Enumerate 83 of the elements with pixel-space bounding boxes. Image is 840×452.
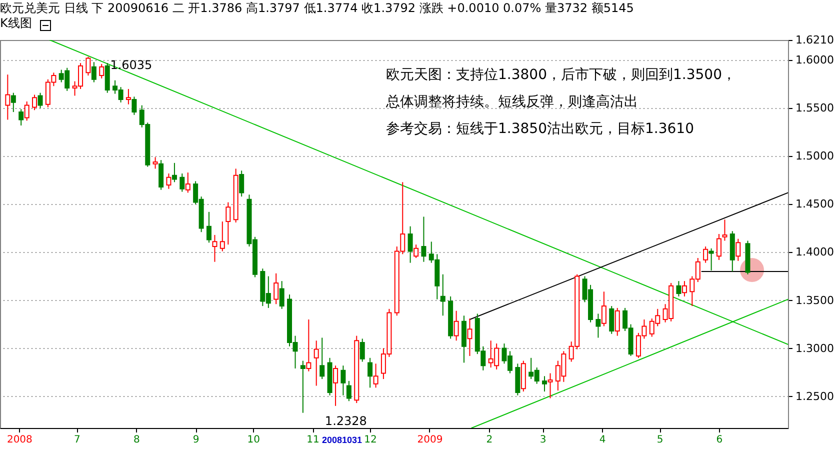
- candlestick: [676, 280, 682, 297]
- candlestick: [279, 280, 284, 310]
- candlestick: [166, 172, 172, 190]
- x-tick-label: 5: [656, 434, 664, 446]
- candlestick: [440, 274, 446, 316]
- y-tick-label: 1.4500: [796, 198, 834, 211]
- candlestick: [454, 310, 459, 342]
- candlestick: [91, 62, 96, 83]
- y-tick-label: 1.4000: [796, 246, 834, 259]
- candlestick: [373, 363, 378, 388]
- text: 20081031: [322, 435, 362, 445]
- candlestick: [99, 64, 104, 79]
- annotation: 总体调整将持续。短线反弹，则逢高沽出: [385, 94, 638, 110]
- chart-subtitle: K线图: [0, 16, 32, 30]
- annotation: 参考交易：短线于1.3850沽出欧元，目标1.3610: [386, 121, 694, 137]
- x-tick-label: 4: [599, 434, 606, 446]
- annotation: 1.2328: [324, 414, 367, 428]
- y-tick-label: 1.5500: [796, 102, 834, 115]
- candlestick: [340, 365, 346, 396]
- candlestick: [306, 318, 312, 372]
- candlestick: [548, 372, 553, 399]
- candlestick: [722, 219, 728, 242]
- x-tick-label: 3: [540, 434, 546, 446]
- candlestick: [274, 272, 279, 305]
- candlestick: [172, 162, 177, 183]
- candlestick: [18, 108, 24, 126]
- candlestick: [682, 280, 687, 297]
- candlestick: [414, 244, 419, 259]
- candlestick: [346, 380, 352, 402]
- candlestick: [300, 360, 306, 414]
- candlestick: [180, 172, 185, 192]
- candlestick: [408, 226, 413, 264]
- candlestick: [467, 318, 472, 356]
- candlestick: [185, 172, 190, 194]
- candlestick: [86, 56, 91, 76]
- candlestick: [38, 92, 43, 109]
- candlestick: [601, 291, 606, 327]
- candlestick: [10, 92, 16, 113]
- x-tick-label: 9: [192, 434, 200, 446]
- candlestick: [206, 211, 212, 244]
- x-tick-label: 2009: [417, 434, 443, 446]
- candlestick: [158, 160, 164, 190]
- candlestick: [609, 306, 614, 334]
- x-tick-label: 2008: [6, 434, 32, 446]
- y-tick-label: 1.2500: [796, 390, 834, 403]
- candlestick: [212, 234, 218, 262]
- candlestick: [220, 221, 225, 252]
- y-tick-label: 1.3000: [796, 342, 834, 355]
- annotation: 1.6035: [110, 58, 152, 72]
- candlestick: [132, 96, 137, 116]
- candlestick: [614, 307, 620, 336]
- candlestick: [126, 88, 131, 105]
- x-tick-label: 7: [74, 434, 80, 446]
- candlestick: [333, 365, 338, 406]
- candlestick: [716, 234, 722, 260]
- candlestick: [226, 202, 231, 246]
- candlestick: [320, 337, 325, 380]
- y-tick-label: 1.3500: [796, 294, 834, 307]
- x-tick-label: 11: [306, 434, 320, 446]
- x-tick-label: 8: [133, 434, 140, 446]
- x-tick-label: 6: [716, 434, 723, 446]
- y-tick-label: 1.5000: [796, 150, 834, 163]
- candlestick: [736, 238, 741, 262]
- candlestick: [239, 170, 244, 198]
- x-tick-label: 12: [364, 434, 377, 446]
- candlestick: [421, 216, 426, 262]
- chart-title: 欧元兑美元 日线 下 20090616 二 开1.3786 高1.3797 低1.3774 收1.3792 涨跌 +0.0010 0.07% 量3732 额5145: [0, 1, 634, 15]
- candlestick: [596, 313, 601, 338]
- candlestick: [5, 74, 10, 120]
- y-tick-label: 1.6210: [796, 34, 834, 46]
- candlestick: [708, 248, 714, 271]
- candlestick: [152, 156, 158, 170]
- x-tick-label: 10: [247, 434, 260, 446]
- candlestick: [368, 357, 373, 388]
- x-tick-label: 2: [486, 434, 493, 446]
- candlestick: [360, 338, 365, 362]
- candlestick: [703, 246, 708, 264]
- candlestick: [314, 340, 319, 386]
- candlestick: [542, 376, 548, 392]
- annotation: 欧元天图：支持位1.3800，后市下破，则回到1.3500，: [386, 67, 736, 83]
- candlestick: [24, 100, 30, 122]
- candlestick: [32, 94, 38, 111]
- y-tick-label: 1.6000: [796, 54, 834, 67]
